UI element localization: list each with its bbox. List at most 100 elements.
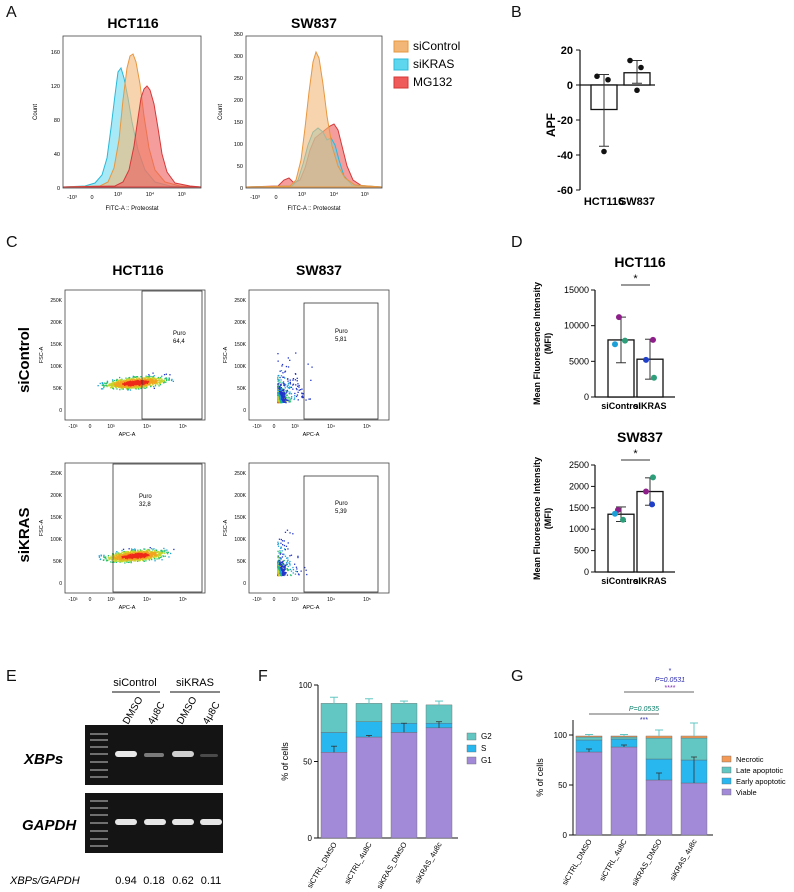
lane-label-2: 4μ8C <box>146 700 168 726</box>
event-dot <box>150 376 152 378</box>
event-dot <box>164 555 166 557</box>
flow-ytick: 250K <box>234 471 246 477</box>
event-dot <box>118 554 120 556</box>
event-dot <box>289 574 292 576</box>
event-dot <box>277 560 279 562</box>
event-dot <box>135 557 137 559</box>
event-dot <box>136 382 138 384</box>
event-dot <box>129 379 132 382</box>
significance-star: * <box>669 668 672 675</box>
event-dot <box>289 359 291 361</box>
event-dot <box>287 399 289 402</box>
event-dot <box>283 400 285 402</box>
event-dot <box>278 387 280 390</box>
event-dot <box>151 548 153 550</box>
event-dot <box>301 388 303 390</box>
event-dot <box>120 556 122 558</box>
event-dot <box>159 381 161 383</box>
event-dot <box>283 390 285 392</box>
y-tick-label: 50 <box>303 758 312 767</box>
event-dot <box>278 565 280 567</box>
event-dot <box>114 557 116 559</box>
event-dot <box>148 553 151 555</box>
event-dot <box>158 553 160 555</box>
event-dot <box>149 384 151 386</box>
event-dot <box>279 569 281 571</box>
event-dot <box>285 545 288 547</box>
event-dot <box>283 540 285 542</box>
event-dot <box>151 379 153 381</box>
event-dot <box>123 558 125 560</box>
event-dot <box>143 377 145 379</box>
event-dot <box>290 397 293 399</box>
event-dot <box>143 560 145 562</box>
event-dot <box>311 366 313 368</box>
flow-xtick: 0 <box>273 597 276 603</box>
event-dot <box>287 398 289 400</box>
event-dot <box>282 382 284 384</box>
event-dot <box>294 397 296 399</box>
event-dot <box>292 379 294 381</box>
event-dot <box>135 378 137 381</box>
event-dot <box>137 560 139 562</box>
event-dot <box>134 385 137 387</box>
event-dot <box>165 373 167 375</box>
panel-label-g: G <box>511 668 524 685</box>
event-dot <box>121 549 123 552</box>
event-dot <box>135 384 138 387</box>
flow-xtick: 10⁵ <box>179 597 187 603</box>
event-dot <box>290 570 293 572</box>
event-dot <box>277 569 280 572</box>
event-dot <box>144 378 146 380</box>
event-dot <box>292 569 295 571</box>
event-dot <box>97 385 99 387</box>
flow-plot-frame <box>64 462 206 594</box>
event-dot <box>152 552 155 554</box>
event-dot <box>163 381 166 383</box>
event-dot <box>102 559 105 561</box>
flow-xtick: 10³ <box>107 597 115 603</box>
event-dot <box>299 389 302 391</box>
event-dot <box>134 385 136 387</box>
event-dot <box>281 566 283 568</box>
event-dot <box>116 560 119 562</box>
legend-swatch-viable <box>721 788 732 796</box>
event-dot <box>130 384 133 386</box>
event-dot <box>280 542 282 544</box>
event-dot <box>285 391 288 393</box>
event-dot <box>149 553 151 555</box>
event-dot <box>118 552 121 554</box>
event-dot <box>280 401 282 403</box>
event-dot <box>139 556 141 558</box>
event-dot <box>171 378 173 381</box>
event-dot <box>154 377 156 380</box>
event-dot <box>127 553 130 555</box>
event-dot <box>162 555 164 557</box>
event-dot <box>280 391 282 393</box>
event-dot <box>297 555 299 557</box>
event-dot <box>113 561 115 563</box>
event-dot <box>163 380 166 382</box>
event-dot <box>150 552 153 555</box>
event-dot <box>137 557 139 559</box>
event-dot <box>278 383 280 385</box>
event-dot <box>284 400 286 402</box>
panel-label-c: C <box>6 234 18 251</box>
event-dot <box>151 551 153 553</box>
hct116-xtick: -10³ <box>67 195 77 201</box>
event-dot <box>279 389 281 392</box>
flow-ytick: 50K <box>53 559 63 565</box>
event-dot <box>278 379 280 381</box>
event-dot <box>289 399 292 401</box>
event-dot <box>134 558 136 560</box>
event-dot <box>297 385 299 387</box>
event-dot <box>110 382 112 385</box>
legend-swatch-siControl <box>393 40 409 53</box>
event-dot <box>138 381 140 383</box>
flow-ytick: 150K <box>234 342 246 348</box>
event-dot <box>133 558 135 561</box>
event-dot <box>133 376 136 378</box>
panel-label-e: E <box>6 668 17 685</box>
event-dot <box>132 557 134 560</box>
